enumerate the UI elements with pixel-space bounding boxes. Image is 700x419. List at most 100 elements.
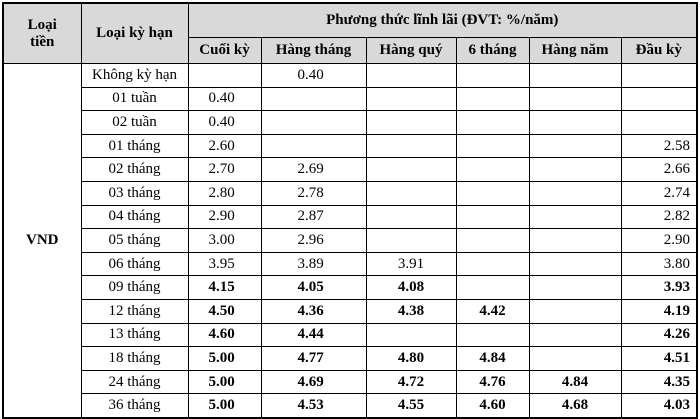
column-header: Đầu kỳ <box>620 37 698 64</box>
table-row: 03 tháng 2.80 2.78 2.74 <box>3 180 698 206</box>
column-header: Cuối kỳ <box>187 37 262 64</box>
rate-cell <box>365 204 457 230</box>
term-cell: 12 tháng <box>80 298 189 324</box>
rate-cell <box>455 251 530 277</box>
rate-cell <box>528 157 622 182</box>
header-columns: Cuối kỳ Hàng tháng Hàng quý 6 tháng Hàng năm… <box>3 37 698 64</box>
rate-cell <box>260 110 367 135</box>
table-row: 06 tháng 3.95 3.89 3.91 3.80 <box>3 251 698 277</box>
rate-cell: 5.00 <box>187 369 262 395</box>
table-row: 12 tháng 4.50 4.36 4.38 4.42 4.19 <box>3 298 698 324</box>
rate-cell <box>365 110 457 135</box>
term-cell: 36 tháng <box>80 393 189 419</box>
rate-cell <box>365 86 457 112</box>
rate-cell: 4.84 <box>528 369 622 395</box>
rate-cell <box>620 63 698 88</box>
table-row: 24 tháng 5.00 4.69 4.72 4.76 4.84 4.35 <box>3 369 698 395</box>
term-cell: 06 tháng <box>80 251 189 277</box>
rate-cell <box>455 275 530 300</box>
rate-cell <box>455 63 530 88</box>
table-row: 02 tuần 0.40 <box>3 110 698 135</box>
table-row: 18 tháng 5.00 4.77 4.80 4.84 4.51 <box>3 346 698 371</box>
rate-cell <box>455 133 530 159</box>
rate-cell: 2.66 <box>620 157 698 182</box>
rate-cell: 2.60 <box>187 133 262 159</box>
rate-cell: 2.90 <box>187 204 262 230</box>
table-row: VND Không kỳ hạn 0.40 <box>2 62 698 419</box>
term-cell: 01 tuần <box>80 86 189 112</box>
rate-cell <box>528 204 622 230</box>
rate-cell <box>528 110 622 135</box>
rate-cell <box>528 346 622 371</box>
column-header: 6 tháng <box>455 37 530 64</box>
rate-cell <box>528 228 622 253</box>
rate-cell <box>365 180 457 206</box>
rate-cell: 3.91 <box>365 251 457 277</box>
header-currency: Loại tiền <box>2 2 82 64</box>
rate-cell: 4.42 <box>455 298 530 324</box>
rate-cell: 4.05 <box>260 275 367 300</box>
rate-cell: 0.40 <box>187 86 262 112</box>
rate-cell <box>260 133 367 159</box>
rate-cell <box>260 86 367 112</box>
rate-cell: 4.15 <box>187 275 262 300</box>
rate-cell <box>528 86 622 112</box>
table-row: 01 tuần 0.40 <box>3 86 698 112</box>
rate-cell: 4.03 <box>620 393 698 419</box>
rate-cell <box>365 157 457 182</box>
rate-cell: 4.68 <box>528 393 622 419</box>
rate-cell <box>455 180 530 206</box>
rate-cell: 0.40 <box>260 63 367 88</box>
rate-cell: 2.82 <box>620 204 698 230</box>
rate-cell <box>187 63 262 88</box>
table-row: 01 tháng 2.60 2.58 <box>3 133 698 159</box>
rate-cell: 2.96 <box>260 228 367 253</box>
rate-cell <box>620 86 698 112</box>
rate-cell: 2.78 <box>260 180 367 206</box>
rate-cell: 4.55 <box>365 393 457 419</box>
table-body: VND Không kỳ hạn 0.40 01 tuần 0.40 02 tuần 0.4… <box>2 62 698 419</box>
rate-cell: 2.69 <box>260 157 367 182</box>
rate-cell: 4.77 <box>260 346 367 371</box>
rate-cell <box>455 228 530 253</box>
rate-cell <box>528 275 622 300</box>
rate-cell <box>528 251 622 277</box>
header-method: Phương thức lĩnh lãi (ĐVT: %/năm) <box>187 2 698 38</box>
rate-cell <box>365 133 457 159</box>
rate-cell <box>455 157 530 182</box>
rate-cell <box>528 133 622 159</box>
rate-cell <box>528 322 622 348</box>
term-cell: 09 tháng <box>80 275 189 300</box>
rate-cell: 2.87 <box>260 204 367 230</box>
rate-cell: 3.95 <box>187 251 262 277</box>
rate-cell: 3.89 <box>260 251 367 277</box>
rate-cell: 3.93 <box>620 275 698 300</box>
rate-cell: 3.80 <box>620 251 698 277</box>
rate-cell <box>620 110 698 135</box>
rate-cell: 4.19 <box>620 298 698 324</box>
currency-cell: VND <box>2 62 82 419</box>
rate-cell: 4.60 <box>455 393 530 419</box>
rate-cell: 4.08 <box>365 275 457 300</box>
term-cell: 13 tháng <box>80 322 189 348</box>
term-cell: 01 tháng <box>80 133 189 159</box>
table-row: 04 tháng 2.90 2.87 2.82 <box>3 204 698 230</box>
rate-cell: 4.69 <box>260 369 367 395</box>
rate-cell: 4.26 <box>620 322 698 348</box>
rate-cell <box>455 322 530 348</box>
term-cell: 02 tháng <box>80 157 189 182</box>
term-cell: 04 tháng <box>80 204 189 230</box>
term-cell: 18 tháng <box>80 346 189 371</box>
rate-cell: 5.00 <box>187 346 262 371</box>
rate-cell: 2.58 <box>620 133 698 159</box>
rate-cell <box>455 110 530 135</box>
rate-cell: 2.74 <box>620 180 698 206</box>
rate-cell: 4.76 <box>455 369 530 395</box>
rate-cell: 4.38 <box>365 298 457 324</box>
term-cell: 05 tháng <box>80 228 189 253</box>
rate-cell: 4.51 <box>620 346 698 371</box>
rate-cell: 4.84 <box>455 346 530 371</box>
rate-cell <box>528 180 622 206</box>
table-row: 36 tháng 5.00 4.53 4.55 4.60 4.68 4.03 <box>3 393 698 419</box>
